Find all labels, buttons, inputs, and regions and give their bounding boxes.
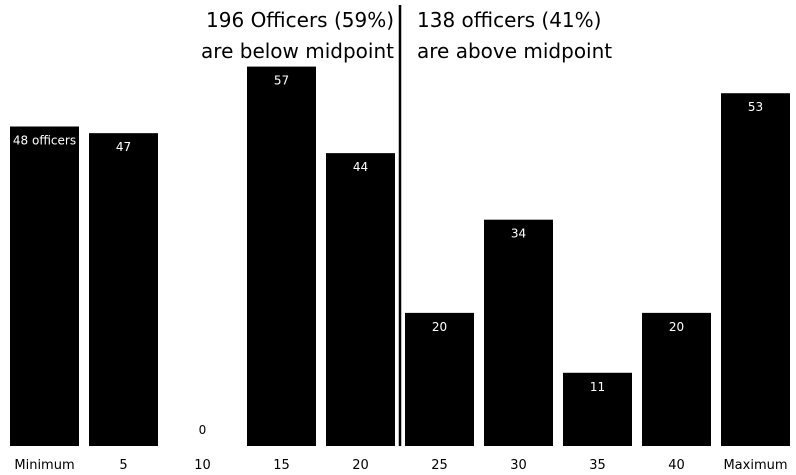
x-tick-label-3: 15 [273, 458, 290, 473]
data-labels-group: 48 officers 47 0 57 44 20 34 11 20 53 [13, 74, 763, 437]
x-tick-label-8: 40 [668, 458, 685, 473]
x-tick-label-9: Maximum [723, 458, 787, 473]
bar-5 [405, 312, 474, 446]
x-tick-labels-group: Minimum 5 10 15 20 25 30 35 40 Maximum [14, 458, 787, 473]
data-label-8: 20 [669, 320, 684, 334]
data-label-0: 48 officers [13, 134, 76, 148]
data-label-3: 57 [274, 74, 289, 88]
bar-9 [721, 93, 790, 446]
data-label-7: 11 [590, 380, 605, 394]
data-label-4: 44 [353, 160, 368, 174]
annotation-left-line-2: are below midpoint [201, 39, 394, 63]
annotation-right-line-2: are above midpoint [417, 39, 612, 63]
data-label-9: 53 [748, 100, 763, 114]
bar-4 [326, 153, 395, 446]
bar-0 [10, 126, 79, 446]
annotation-left-line-1: 196 Officers (59%) [206, 8, 394, 32]
bar-3 [247, 66, 316, 446]
x-tick-label-7: 35 [589, 458, 606, 473]
bar-8 [642, 312, 711, 446]
x-tick-label-1: 5 [119, 458, 127, 473]
bar-1 [89, 133, 158, 446]
bar-6 [484, 219, 553, 446]
annotation-right-line-1: 138 officers (41%) [417, 8, 601, 32]
x-tick-label-6: 30 [510, 458, 527, 473]
data-label-2: 0 [199, 423, 207, 437]
x-tick-label-0: Minimum [14, 458, 74, 473]
data-label-5: 20 [432, 320, 447, 334]
x-tick-label-5: 25 [431, 458, 448, 473]
data-label-6: 34 [511, 227, 526, 241]
bars-group [10, 66, 790, 446]
x-tick-label-2: 10 [194, 458, 211, 473]
data-label-1: 47 [116, 140, 131, 154]
bar-7 [563, 372, 632, 446]
x-tick-label-4: 20 [352, 458, 369, 473]
